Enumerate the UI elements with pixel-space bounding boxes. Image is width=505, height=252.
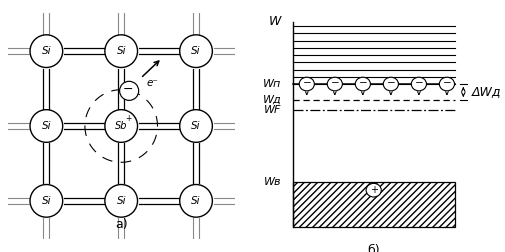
Circle shape bbox=[30, 35, 63, 68]
Text: Si: Si bbox=[191, 196, 201, 206]
Circle shape bbox=[439, 77, 455, 91]
Circle shape bbox=[180, 184, 213, 217]
Bar bbox=[293, 181, 454, 227]
Text: +: + bbox=[370, 184, 378, 195]
Circle shape bbox=[30, 184, 63, 217]
Circle shape bbox=[356, 77, 370, 91]
Text: Si: Si bbox=[117, 46, 126, 56]
Circle shape bbox=[411, 77, 426, 91]
Text: ΔWд: ΔWд bbox=[472, 85, 501, 99]
Text: Sb: Sb bbox=[115, 121, 127, 131]
Text: Wд: Wд bbox=[263, 95, 282, 105]
Text: Si: Si bbox=[41, 46, 51, 56]
Text: −: − bbox=[123, 83, 133, 96]
Text: −: − bbox=[359, 78, 367, 88]
Circle shape bbox=[105, 110, 137, 142]
Circle shape bbox=[120, 81, 139, 100]
Text: −: − bbox=[415, 78, 423, 88]
Circle shape bbox=[299, 77, 314, 91]
Text: Si: Si bbox=[41, 121, 51, 131]
Circle shape bbox=[30, 110, 63, 142]
Bar bbox=[293, 181, 454, 227]
Circle shape bbox=[105, 35, 137, 68]
Circle shape bbox=[366, 183, 381, 197]
Text: +: + bbox=[125, 114, 132, 123]
Circle shape bbox=[327, 77, 342, 91]
Circle shape bbox=[180, 35, 213, 68]
Circle shape bbox=[383, 77, 398, 91]
Text: −: − bbox=[442, 78, 451, 88]
Text: Si: Si bbox=[41, 196, 51, 206]
Text: e⁻: e⁻ bbox=[146, 78, 158, 88]
Text: WF: WF bbox=[264, 105, 282, 115]
Text: б): б) bbox=[368, 244, 380, 252]
Circle shape bbox=[105, 184, 137, 217]
Text: Si: Si bbox=[191, 46, 201, 56]
Text: Wв: Wв bbox=[264, 177, 282, 186]
Text: а): а) bbox=[115, 218, 128, 231]
Circle shape bbox=[180, 110, 213, 142]
Text: −: − bbox=[302, 78, 311, 88]
Text: −: − bbox=[386, 78, 395, 88]
Text: −: − bbox=[330, 78, 339, 88]
Text: Si: Si bbox=[191, 121, 201, 131]
Text: Wп: Wп bbox=[263, 79, 282, 89]
Text: W: W bbox=[269, 15, 282, 28]
Text: Si: Si bbox=[117, 196, 126, 206]
